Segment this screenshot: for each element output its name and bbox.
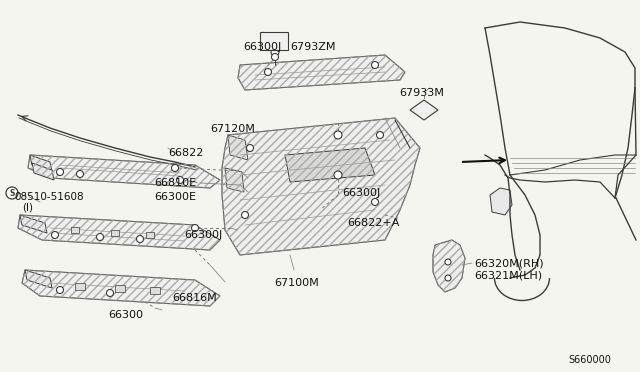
Polygon shape: [433, 240, 465, 292]
Circle shape: [334, 131, 342, 139]
Bar: [115, 285, 125, 292]
Circle shape: [241, 212, 248, 218]
Circle shape: [271, 54, 278, 61]
Circle shape: [334, 171, 342, 179]
Text: 66822: 66822: [168, 148, 204, 158]
Bar: [71, 227, 79, 233]
Circle shape: [376, 131, 383, 138]
Bar: [150, 287, 160, 294]
Bar: [260, 32, 288, 50]
Polygon shape: [228, 135, 248, 160]
Circle shape: [172, 164, 179, 171]
Polygon shape: [410, 100, 438, 120]
Circle shape: [177, 176, 184, 183]
Bar: [111, 230, 119, 236]
Bar: [75, 283, 85, 290]
Circle shape: [191, 224, 198, 231]
Circle shape: [445, 275, 451, 281]
Text: 6793ZM: 6793ZM: [290, 42, 335, 52]
Text: 66300E: 66300E: [154, 192, 196, 202]
Polygon shape: [28, 155, 220, 188]
Circle shape: [97, 234, 104, 241]
Text: 66321M(LH): 66321M(LH): [474, 271, 542, 281]
Text: 67120M: 67120M: [210, 124, 255, 134]
Polygon shape: [222, 118, 420, 255]
Circle shape: [264, 68, 271, 76]
Text: 66320M(RH): 66320M(RH): [474, 258, 543, 268]
Polygon shape: [238, 55, 405, 90]
Text: S: S: [10, 189, 15, 198]
Circle shape: [56, 169, 63, 176]
Polygon shape: [490, 188, 512, 215]
Polygon shape: [285, 148, 375, 182]
Circle shape: [6, 187, 18, 199]
Polygon shape: [18, 215, 220, 250]
Text: S660000: S660000: [568, 355, 611, 365]
Polygon shape: [22, 270, 220, 306]
Text: 66816M: 66816M: [172, 293, 217, 303]
Text: 66300J: 66300J: [342, 188, 380, 198]
Circle shape: [77, 170, 83, 177]
Circle shape: [51, 231, 58, 238]
Text: (I): (I): [22, 203, 33, 213]
Circle shape: [371, 61, 378, 68]
Text: 67100M: 67100M: [274, 278, 319, 288]
Text: 08510-51608: 08510-51608: [14, 192, 84, 202]
Text: 66300: 66300: [108, 310, 143, 320]
Polygon shape: [25, 270, 52, 288]
Polygon shape: [225, 168, 244, 192]
Polygon shape: [32, 163, 54, 180]
Polygon shape: [20, 215, 47, 233]
Circle shape: [106, 289, 113, 296]
Circle shape: [445, 259, 451, 265]
Text: 66300J: 66300J: [184, 230, 222, 240]
Text: 66822+A: 66822+A: [347, 218, 399, 228]
Circle shape: [246, 144, 253, 151]
Bar: [146, 232, 154, 238]
Circle shape: [56, 286, 63, 294]
Text: 66810E: 66810E: [154, 178, 196, 188]
Circle shape: [136, 235, 143, 243]
Circle shape: [271, 48, 279, 56]
Circle shape: [371, 199, 378, 205]
Polygon shape: [30, 155, 52, 172]
Text: 67933M: 67933M: [399, 88, 444, 98]
Text: 66300J: 66300J: [243, 42, 281, 52]
